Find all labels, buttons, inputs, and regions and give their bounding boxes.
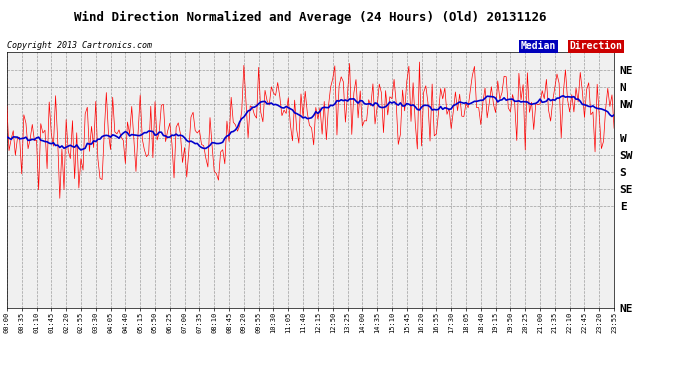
Text: Median: Median <box>521 41 556 51</box>
Text: Copyright 2013 Cartronics.com: Copyright 2013 Cartronics.com <box>7 41 152 50</box>
Text: Wind Direction Normalized and Average (24 Hours) (Old) 20131126: Wind Direction Normalized and Average (2… <box>75 11 546 24</box>
Text: Direction: Direction <box>569 41 622 51</box>
